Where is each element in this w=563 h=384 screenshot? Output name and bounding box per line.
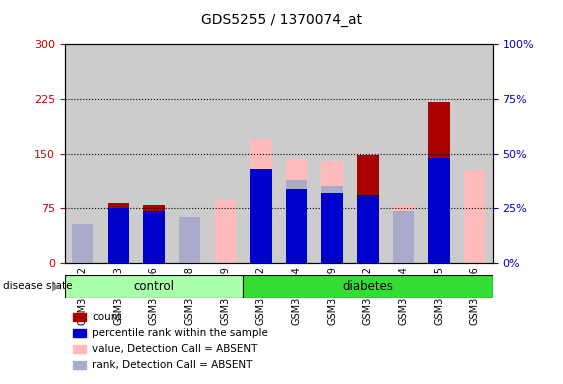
- Bar: [172, 44, 207, 263]
- Bar: [179, 230, 200, 263]
- Bar: [321, 193, 343, 263]
- Bar: [243, 44, 279, 263]
- Text: diabetes: diabetes: [342, 280, 394, 293]
- Text: value, Detection Call = ABSENT: value, Detection Call = ABSENT: [92, 344, 258, 354]
- Bar: [357, 155, 378, 263]
- Bar: [457, 44, 493, 263]
- Bar: [428, 158, 450, 263]
- Bar: [108, 203, 129, 263]
- Bar: [65, 44, 100, 263]
- Bar: [421, 44, 457, 263]
- Bar: [143, 210, 164, 263]
- Bar: [72, 243, 93, 263]
- Bar: [215, 200, 236, 263]
- Bar: [279, 44, 314, 263]
- Bar: [143, 205, 164, 263]
- Text: ▶: ▶: [52, 281, 61, 291]
- Text: disease state: disease state: [3, 281, 72, 291]
- Bar: [72, 223, 93, 263]
- Bar: [321, 161, 343, 263]
- Bar: [428, 102, 450, 263]
- Bar: [65, 275, 243, 298]
- Bar: [314, 44, 350, 263]
- Bar: [393, 205, 414, 263]
- Bar: [250, 139, 271, 263]
- Text: rank, Detection Call = ABSENT: rank, Detection Call = ABSENT: [92, 360, 253, 370]
- Bar: [357, 195, 378, 263]
- Bar: [286, 180, 307, 263]
- Bar: [207, 44, 243, 263]
- Bar: [179, 217, 200, 263]
- Bar: [321, 187, 343, 263]
- Bar: [100, 44, 136, 263]
- Bar: [350, 44, 386, 263]
- Bar: [286, 159, 307, 263]
- Text: percentile rank within the sample: percentile rank within the sample: [92, 328, 268, 338]
- Bar: [286, 189, 307, 263]
- Bar: [386, 44, 421, 263]
- Bar: [393, 210, 414, 263]
- Bar: [243, 275, 493, 298]
- Bar: [250, 169, 271, 263]
- Text: control: control: [133, 280, 175, 293]
- Bar: [464, 170, 485, 263]
- Text: GDS5255 / 1370074_at: GDS5255 / 1370074_at: [201, 13, 362, 27]
- Bar: [108, 208, 129, 263]
- Text: count: count: [92, 312, 122, 322]
- Bar: [136, 44, 172, 263]
